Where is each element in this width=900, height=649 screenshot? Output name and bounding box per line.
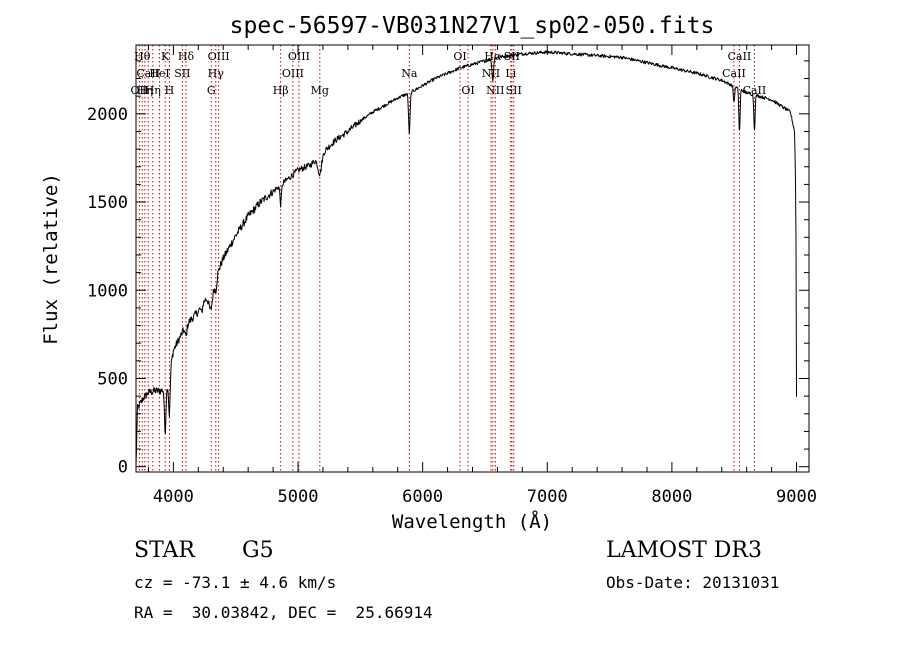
line-marker-label-19: OI <box>461 84 474 97</box>
y-tick-label-1000: 1000 <box>87 281 128 301</box>
x-tick-label-5000: 5000 <box>278 487 319 507</box>
y-axis-label: Flux (relative) <box>40 173 62 345</box>
line-marker-label-16: Mg <box>311 84 329 97</box>
line-marker-label-13: Hβ <box>273 84 289 97</box>
line-marker-label-2: Hη <box>137 84 153 97</box>
y-axis-ticks: 0 500 1000 1500 2000 <box>87 60 809 478</box>
object-class: STAR <box>134 538 195 563</box>
observation-date: Obs-Date: 20131031 <box>606 573 780 592</box>
x-axis-label: Wavelength (Å) <box>392 510 552 533</box>
line-marker-label-22: NII <box>486 84 504 97</box>
spectrum-series-line <box>135 50 797 466</box>
y-tick-label-2000: 2000 <box>87 105 128 125</box>
plot-frame <box>135 44 810 473</box>
object-subclass: G5 <box>242 538 274 563</box>
line-marker-labels: OII Hθ Hη CaII Hη HeI K H SII Hδ G Hγ OIII Hβ OIII OIII… <box>131 50 767 97</box>
line-marker-label-14: OIII <box>282 67 304 80</box>
x-tick-label-4000: 4000 <box>153 487 194 507</box>
x-tick-label-9000: 9000 <box>776 487 817 507</box>
line-marker-label-17: Na <box>401 67 418 80</box>
redshift-value: cz = -73.1 ± 4.6 km/s <box>134 573 337 592</box>
x-tick-label-7000: 7000 <box>527 487 568 507</box>
line-marker-label-28: CaII <box>743 84 767 97</box>
y-tick-label-500: 500 <box>97 369 128 389</box>
y-tick-label-0: 0 <box>118 458 128 478</box>
line-marker-label-6: K <box>161 50 170 63</box>
line-marker-label-23: Li <box>505 67 516 80</box>
survey-name: LAMOST DR3 <box>606 538 762 563</box>
x-tick-label-6000: 6000 <box>402 487 443 507</box>
line-marker-label-26: CaII <box>722 67 746 80</box>
line-marker-label-25: SII <box>506 84 522 97</box>
y-tick-label-1500: 1500 <box>87 193 128 213</box>
line-marker-label-15: OIII <box>288 50 310 63</box>
line-marker-label-7: H <box>165 84 175 97</box>
line-marker-label-24: SII <box>504 50 520 63</box>
chart-title: spec-56597-VB031N27V1_sp02-050.fits <box>230 13 715 39</box>
line-marker-label-8: SII <box>174 67 190 80</box>
line-marker-label-1: Hθ <box>134 50 151 63</box>
line-marker-label-3: CaII <box>136 67 160 80</box>
coordinates: RA = 30.03842, DEC = 25.66914 <box>134 603 433 622</box>
line-marker-label-11: Hγ <box>208 67 225 80</box>
line-marker-label-10: G <box>207 84 216 97</box>
line-marker-label-12: OIII <box>208 50 230 63</box>
line-marker-label-18: OI <box>453 50 466 63</box>
line-marker-label-27: CaII <box>728 50 752 63</box>
x-tick-label-8000: 8000 <box>651 487 692 507</box>
line-markers <box>138 45 755 472</box>
x-axis-ticks: 4000 5000 6000 7000 8000 9000 <box>147 45 817 507</box>
line-marker-label-0: OII <box>131 84 149 97</box>
line-marker-label-9: Hδ <box>178 50 195 63</box>
line-marker-label-20: NII <box>482 67 500 80</box>
line-marker-label-4: Hη <box>145 84 161 97</box>
line-marker-label-5: HeI <box>149 67 169 80</box>
